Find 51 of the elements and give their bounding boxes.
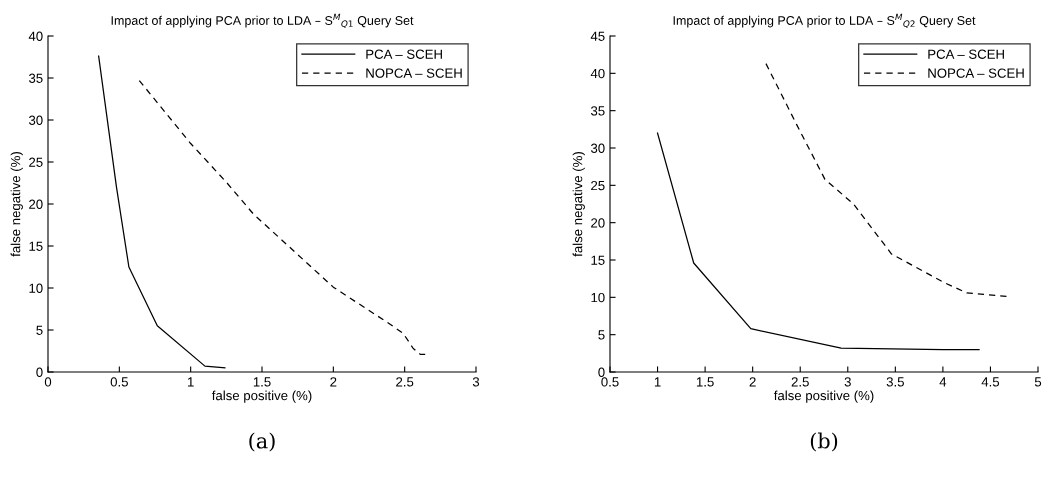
y-tick-label: 30	[28, 115, 43, 125]
x-tick-label: 1	[654, 377, 661, 387]
y-tick-label: 0	[598, 367, 605, 377]
y-tick-label: 20	[591, 218, 605, 228]
y-tick-label: 5	[598, 330, 605, 340]
y-tick-label: 40	[590, 68, 605, 79]
text: (a)	[249, 432, 275, 452]
x-tick-label: 2.5	[396, 377, 414, 387]
y-tick-label: 15	[591, 255, 605, 265]
line-series	[656, 132, 980, 351]
legend-label: PCA – SCEH	[928, 49, 1004, 59]
y-tick-label: 0	[36, 367, 43, 377]
x-tick-label: 3.5	[886, 377, 904, 387]
x-tick-label: 4.5	[981, 377, 1000, 387]
x-tick-label: 0	[44, 377, 52, 387]
y-tick-label: 25	[591, 180, 605, 191]
x-axis-title: false positive (%)	[211, 390, 312, 403]
y-tick-label: 5	[36, 325, 43, 335]
y-tick-label: 30	[590, 143, 605, 153]
x-axis-title: false positive (%)	[773, 390, 874, 403]
legend-label: NOPCA – SCEH	[928, 68, 1024, 78]
x-tick-label: 3	[472, 377, 480, 387]
x-tick-label: 1.5	[696, 377, 714, 387]
y-tick-label: 40	[28, 31, 43, 41]
x-tick-label: 5	[1034, 377, 1042, 387]
line-series	[138, 79, 429, 355]
y-tick-label: 35	[590, 106, 605, 116]
y-axis-title: false negative (%)	[10, 152, 23, 257]
x-tick-label: 2	[749, 377, 756, 387]
x-tick-label: 4	[939, 377, 947, 387]
legend-label: NOPCA – SCEH	[366, 68, 462, 78]
chart-title: Impact of applying PCA prior to LDA – S$^{M}$$_{Q2}$ Query Set	[673, 13, 976, 28]
y-tick-label: 10	[591, 292, 605, 303]
x-tick-label: 2.5	[791, 377, 809, 387]
legend-label: PCA – SCEH	[366, 49, 442, 59]
line-series	[98, 55, 226, 369]
x-tick-label: 1.5	[253, 377, 271, 387]
y-tick-label: 45	[590, 31, 605, 41]
x-tick-label: 3	[844, 377, 851, 387]
y-tick-label: 35	[28, 73, 43, 83]
y-tick-label: 10	[29, 283, 43, 293]
y-tick-label: 15	[29, 241, 43, 251]
x-tick-label: 0.5	[110, 377, 128, 387]
y-axis-title: false negative (%)	[572, 152, 585, 257]
x-tick-label: 0.5	[601, 377, 619, 387]
x-tick-label: 2	[330, 377, 337, 387]
chart-title: Impact of applying PCA prior to LDA – S$^{M}$$_{Q1}$ Query Set	[111, 13, 414, 28]
x-tick-label: 1	[188, 377, 194, 387]
text: (b)	[810, 432, 838, 452]
y-tick-label: 25	[29, 157, 43, 167]
y-tick-label: 20	[29, 199, 43, 209]
